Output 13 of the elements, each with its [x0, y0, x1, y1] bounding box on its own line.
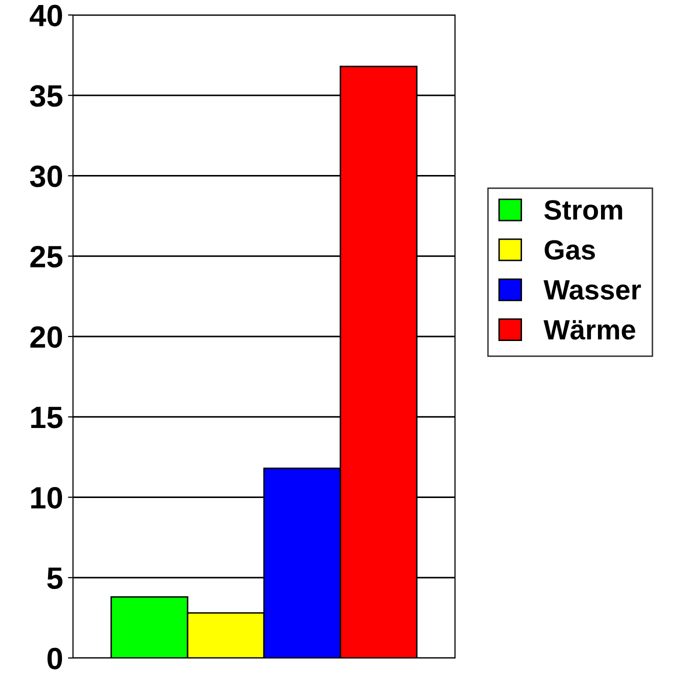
y-tick-label: 40 [30, 4, 62, 26]
y-tick-label: 5 [47, 568, 62, 589]
y-tick-label: 0 [47, 648, 62, 670]
y-tick-label: 10 [31, 486, 62, 509]
legend-label: Wärme [544, 320, 636, 340]
y-tick-label: 20 [30, 326, 62, 348]
y-tick-label: 15 [31, 406, 62, 428]
y-tick-label: 30 [30, 165, 62, 188]
y-tick-label: 35 [30, 85, 62, 107]
y-tick-label: 25 [30, 246, 62, 268]
legend-label: Strom [544, 200, 622, 220]
legend-label: Gas [544, 240, 595, 260]
legend-label: Wasser [544, 280, 641, 300]
